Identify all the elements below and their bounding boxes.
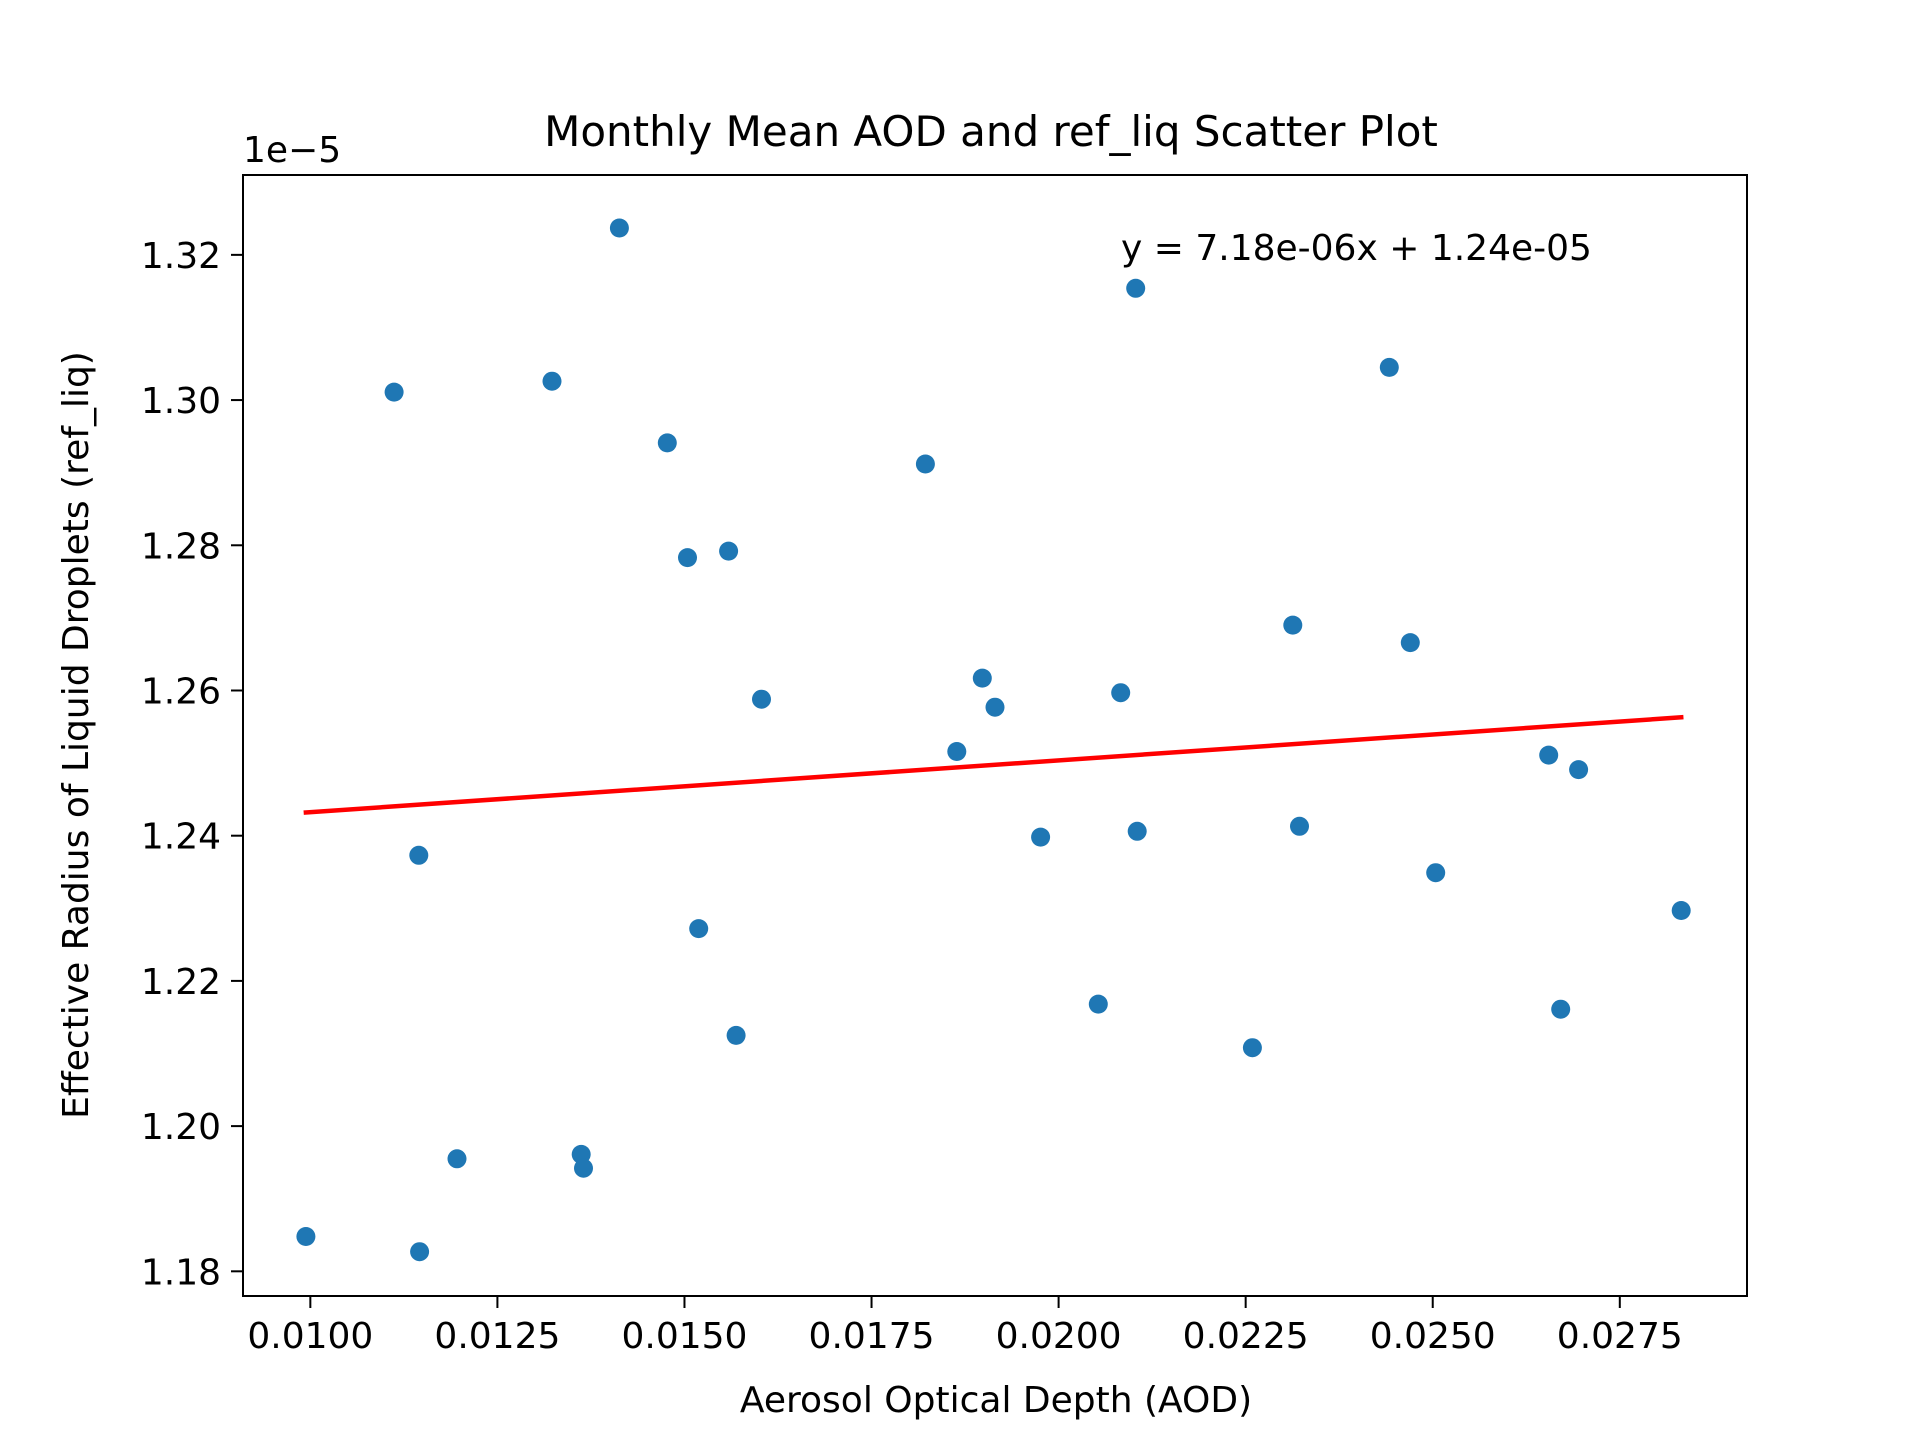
y-offset-label: 1e−5 [243, 130, 341, 171]
data-point [657, 433, 677, 453]
data-point [1126, 278, 1146, 298]
x-tick-label: 0.0200 [996, 1316, 1122, 1357]
data-point [1539, 745, 1559, 765]
data-point [985, 697, 1005, 717]
y-axis-label: Effective Radius of Liquid Droplets (ref… [56, 351, 97, 1119]
chart-title: Monthly Mean AOD and ref_liq Scatter Plo… [544, 107, 1438, 156]
plot-frame [242, 174, 1748, 1297]
data-point [1400, 633, 1420, 653]
data-point [609, 218, 629, 238]
y-tick-label: 1.18 [141, 1252, 221, 1293]
x-tick-label: 0.0100 [247, 1316, 373, 1357]
x-tick-label: 0.0250 [1370, 1316, 1496, 1357]
data-point [410, 1242, 430, 1262]
data-point [384, 382, 404, 402]
data-point [1242, 1038, 1262, 1058]
x-axis-label: Aerosol Optical Depth (AOD) [740, 1380, 1252, 1421]
data-point [1088, 994, 1108, 1014]
data-point [719, 541, 739, 561]
data-point [947, 742, 967, 761]
data-point [1290, 816, 1309, 836]
data-point [1671, 901, 1691, 920]
regression-equation: y = 7.18e-06x + 1.24e-05 [1121, 228, 1592, 269]
data-point [752, 689, 771, 709]
x-tick-label: 0.0150 [621, 1316, 747, 1357]
data-point [1551, 999, 1571, 1019]
data-point [1379, 357, 1399, 377]
data-point [574, 1158, 593, 1178]
data-point [409, 845, 429, 865]
x-tick-label: 0.0225 [1183, 1316, 1309, 1357]
y-tick-label: 1.20 [141, 1107, 221, 1148]
y-tick-label: 1.30 [141, 381, 221, 422]
plot-area: 0.0100 0.0125 0.0150 0.0175 0.0200 0.0225 0.02… [141, 174, 1748, 1357]
data-point [1111, 683, 1131, 703]
data-point [1283, 615, 1303, 635]
x-tick-label: 0.0125 [434, 1316, 560, 1357]
y-tick-label: 1.22 [141, 962, 221, 1003]
x-tick-label: 0.0175 [809, 1316, 935, 1357]
y-tick-label: 1.32 [141, 236, 221, 277]
regression-line [303, 714, 1684, 815]
y-tick-label: 1.26 [141, 671, 221, 712]
data-point [1127, 821, 1147, 841]
data-point [915, 454, 935, 474]
data-point [726, 1025, 746, 1045]
data-point [689, 919, 709, 939]
data-point [1569, 760, 1589, 780]
y-tick-label: 1.24 [141, 817, 221, 858]
y-tick-label: 1.28 [141, 526, 221, 567]
data-point [542, 371, 562, 391]
data-point [447, 1149, 467, 1169]
x-tick-label: 0.0275 [1557, 1316, 1683, 1357]
data-point [1031, 827, 1051, 847]
data-point [296, 1227, 316, 1246]
data-point [972, 668, 992, 688]
data-point [678, 548, 697, 568]
data-point [1426, 863, 1446, 883]
